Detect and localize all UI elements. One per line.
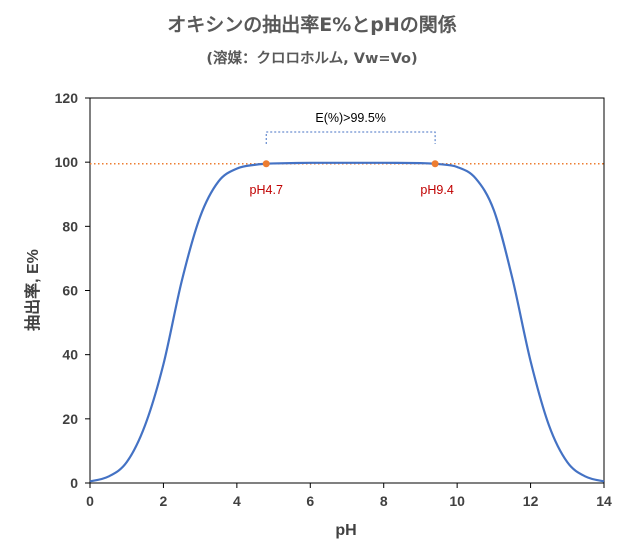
series-line [89,161,605,483]
chart-subtitle: (溶媒：クロロホルム, Vw=Vo) [206,49,417,67]
marker-point [262,160,270,168]
x-tick-label: 6 [306,493,314,509]
marker-point [431,160,439,168]
y-tick-label: 0 [70,475,78,491]
plot-frame [89,97,605,484]
x-tick-label: 10 [449,493,465,509]
x-axis-label: pH [335,522,356,539]
bracket [265,131,436,144]
x-tick-label: 0 [86,493,94,509]
point-label: pH4.7 [250,183,283,197]
y-tick-label: 80 [62,218,78,234]
chart-title: オキシンの抽出率E%とpHの関係 [167,13,457,36]
y-tick-label: 60 [62,283,78,299]
y-tick-label: 120 [55,90,79,106]
x-tick-label: 8 [380,493,388,509]
y-tick-label: 100 [55,154,79,170]
plot-area: 0 2 4 6 8 10 12 14 0 20 40 60 80 100 120 E(%)>99.5% pH4.… [55,90,612,509]
bracket-label: E(%)>99.5% [315,111,386,125]
point-label: pH9.4 [420,183,453,197]
x-tick-label: 12 [523,493,539,509]
x-tick-label: 14 [596,493,612,509]
x-tick-label: 2 [160,493,168,509]
y-tick-label: 20 [62,411,78,427]
y-tick-label: 40 [62,347,78,363]
y-axis-label: 抽出率, E% [23,249,42,331]
x-tick-label: 4 [233,493,241,509]
